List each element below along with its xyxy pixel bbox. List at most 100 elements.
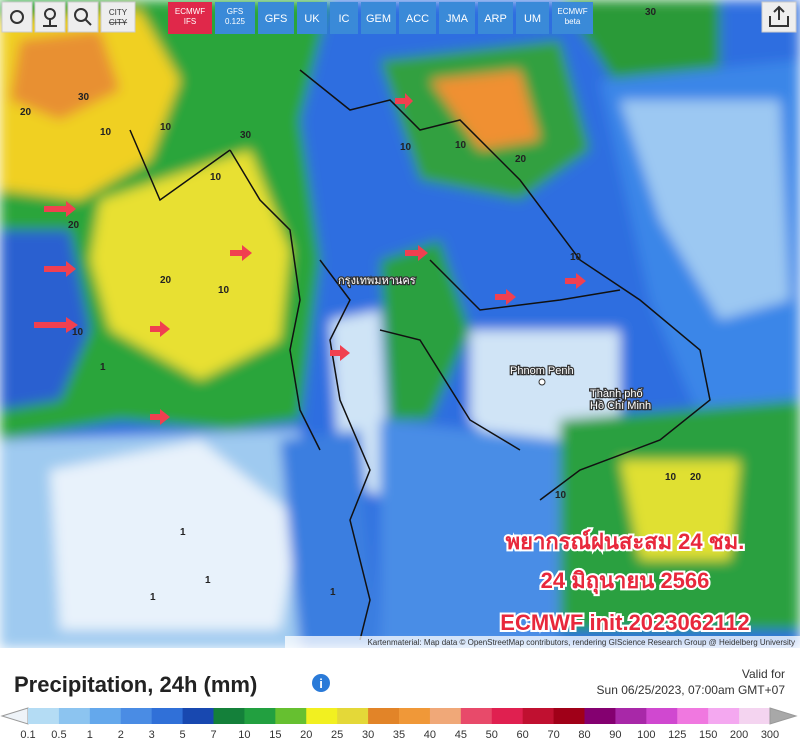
contour-label: 20	[20, 107, 32, 118]
scale-label: 35	[393, 729, 405, 741]
precipitation-field	[0, 0, 800, 648]
attribution: Kartenmaterial: Map data © OpenStreetMap…	[367, 638, 795, 647]
scale-segment	[584, 708, 616, 724]
valid-label: Valid for	[742, 667, 785, 681]
model-button[interactable]: IC	[330, 2, 358, 34]
scale-low-end	[0, 707, 29, 725]
scale-label: 50	[486, 729, 498, 741]
contour-label: 10	[210, 172, 222, 183]
scale-segment	[337, 708, 369, 724]
scale-segment	[522, 708, 555, 724]
scale-segment	[275, 708, 307, 724]
scale-segment	[739, 708, 771, 724]
refresh-button[interactable]	[1, 1, 33, 33]
scale-label: 125	[668, 729, 686, 741]
model-button[interactable]: ACC	[399, 2, 436, 34]
scale-segment	[244, 708, 276, 724]
model-button[interactable]: JMA	[439, 2, 475, 34]
location-button[interactable]	[34, 1, 66, 33]
scale-label: 60	[517, 729, 529, 741]
scale-segment	[460, 708, 493, 724]
place-label: Thành phố	[590, 388, 643, 400]
model-label: 0.125	[225, 17, 246, 26]
model-button-bg	[552, 2, 593, 34]
scale-label: 30	[362, 729, 374, 741]
scale-segment	[182, 708, 214, 724]
contour-label: 20	[160, 275, 172, 286]
contour-label: 1	[150, 592, 156, 603]
model-label: GEM	[366, 13, 391, 25]
svg-text:i: i	[319, 676, 323, 691]
scale-segment	[306, 708, 338, 724]
scale-label: 7	[210, 729, 216, 741]
valid-time: Sun 06/25/2023, 07:00am GMT+07	[597, 683, 786, 697]
contour-label: 10	[218, 285, 230, 296]
model-label: ECMWF	[557, 7, 587, 16]
scale-label: 5	[180, 729, 186, 741]
scale-label: 15	[269, 729, 281, 741]
contour-label: 1	[180, 527, 186, 538]
model-label: JMA	[446, 13, 469, 25]
contour-label: 30	[78, 92, 90, 103]
scale-segment	[708, 708, 740, 724]
model-button[interactable]: UM	[516, 2, 549, 34]
attribution-bg	[285, 636, 800, 648]
share-button[interactable]	[761, 1, 797, 33]
legend-title: Precipitation, 24h (mm)	[14, 672, 257, 697]
scale-label: 0.5	[51, 729, 66, 741]
annotation: พยากรณ์ฝนสะสม 24 ชม.	[506, 529, 745, 554]
legend: Precipitation, 24h (mm) i Valid for Sun …	[0, 648, 800, 748]
model-button-bg	[361, 2, 396, 34]
contour-label: 10	[72, 327, 84, 338]
contour-label: 10	[570, 252, 582, 263]
contour-label: 10	[400, 142, 412, 153]
arrows	[34, 93, 586, 425]
model-button-bg	[297, 2, 327, 34]
city-label: CITY	[109, 18, 128, 27]
city-marker	[538, 378, 546, 386]
scale-segment	[368, 708, 400, 724]
scale-segment	[615, 708, 647, 724]
contour-label: 10	[665, 472, 677, 483]
scale-label: 20	[300, 729, 312, 741]
model-label: IFS	[184, 17, 196, 26]
model-button-bg	[215, 2, 255, 34]
model-button[interactable]: UK	[297, 2, 327, 34]
model-label: IC	[339, 13, 350, 25]
scale-label: 150	[699, 729, 717, 741]
scale-high-end	[769, 707, 798, 725]
contour-label: 10	[555, 490, 567, 501]
zoom-button[interactable]	[67, 1, 99, 33]
scale-label: 300	[761, 729, 779, 741]
city-label: CITY	[109, 8, 128, 17]
model-button[interactable]: GFS	[258, 2, 294, 34]
contour-label: 30	[240, 130, 252, 141]
city-button[interactable]: CITY CITY	[100, 1, 136, 33]
model-button-bg	[399, 2, 436, 34]
scale-segment	[399, 708, 431, 724]
model-label: GFS	[227, 7, 243, 16]
scale-label: 1	[87, 729, 93, 741]
model-label: ARP	[484, 13, 507, 25]
scale-label: 10	[238, 729, 250, 741]
place-label: กรุงเทพมหานคร	[338, 275, 416, 287]
scale-label: 45	[455, 729, 467, 741]
legend-svg: Precipitation, 24h (mm) i Valid for Sun …	[0, 667, 798, 741]
scale-segment	[491, 708, 524, 724]
model-button[interactable]: GEM	[361, 2, 396, 34]
model-button[interactable]: ARP	[478, 2, 513, 34]
model-button-bg	[516, 2, 549, 34]
info-button[interactable]: i	[312, 674, 330, 692]
model-label: GFS	[265, 13, 288, 25]
contour-label: 1	[100, 362, 106, 373]
model-button-bg	[478, 2, 513, 34]
contour-label: 10	[615, 392, 627, 403]
model-label: UM	[524, 13, 541, 25]
scale-segment	[429, 708, 462, 724]
contour-label: 20	[68, 220, 80, 231]
